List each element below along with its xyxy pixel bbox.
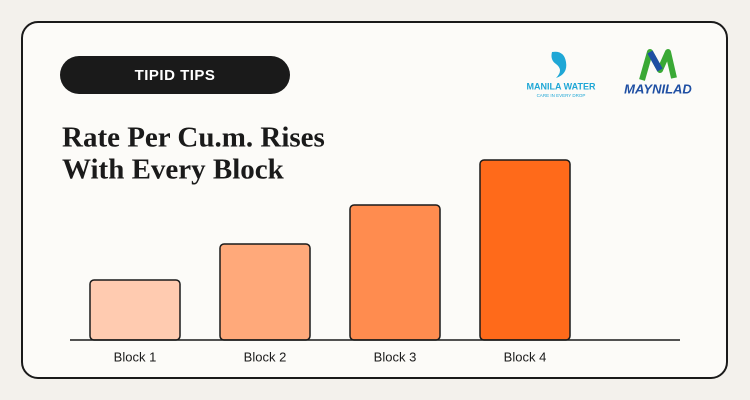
x-tick-label: Block 4 [504,349,547,364]
logo-icon [647,50,663,72]
maynilad-logo: MAYNILAD [624,49,692,96]
badge-pill [60,56,290,94]
bar [89,279,181,341]
logo-icon [551,51,567,78]
x-tick-label: Block 2 [244,349,287,364]
bar [349,204,441,341]
badge: TIPID TIPS [135,67,216,84]
logo-text: MANILA WATER [527,81,596,91]
bar [219,243,311,341]
chart-title: Rate Per Cu.m. Rises [62,122,325,154]
logo-text: MAYNILAD [624,81,692,96]
logo-tagline: CARE IN EVERY DROP [537,93,586,98]
manila-water-logo: MANILA WATER CARE IN EVERY DROP [527,51,596,98]
x-tick-label: Block 3 [374,349,417,364]
bar [479,159,571,341]
chart-title: With Every Block [62,154,285,186]
x-tick-label: Block 1 [114,349,157,364]
